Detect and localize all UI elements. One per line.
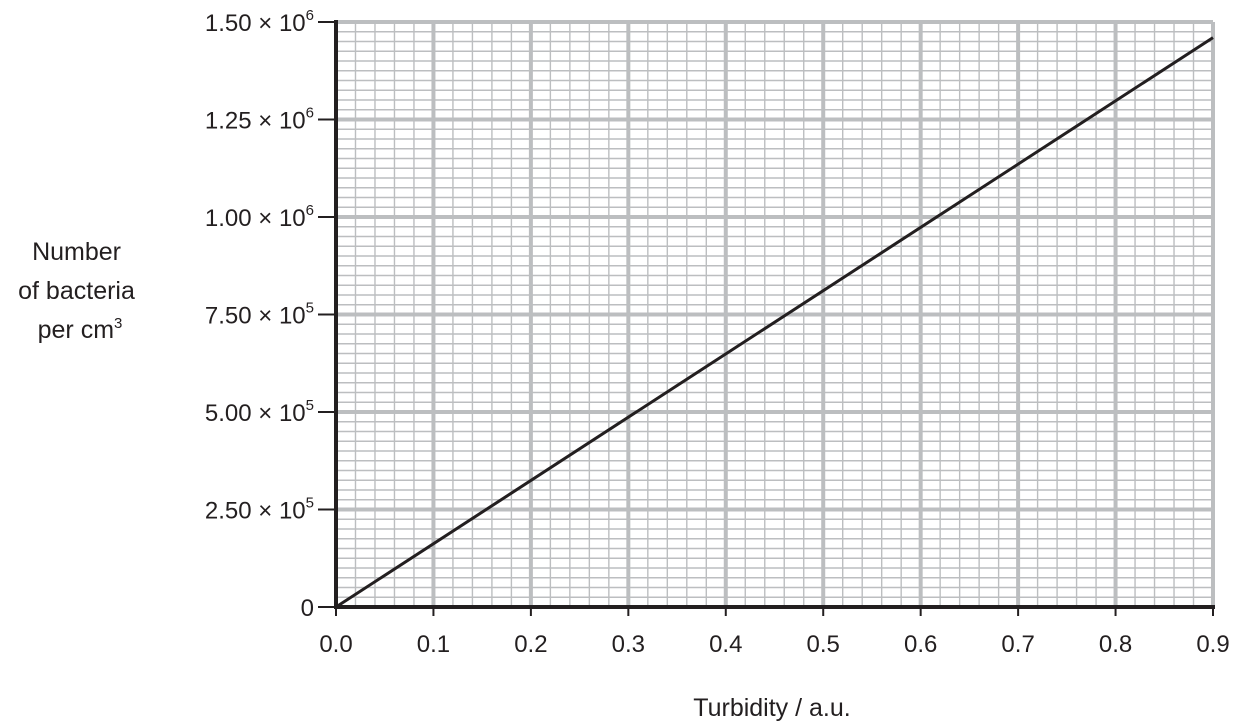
y-tick-label: 1.25 × 106 xyxy=(205,105,314,135)
x-tick-label: 0.2 xyxy=(514,631,547,658)
tick-labels: 0.0 0.1 0.2 0.3 0.4 0.5 0.6 0.7 0.8 0.9 0 2.50 × 10… xyxy=(205,7,1230,658)
y-tick-label: 0 xyxy=(301,595,314,622)
grid xyxy=(336,20,1215,607)
y-axis-label-line-1: Number xyxy=(32,238,121,266)
y-axis-label-line-3: per cm3 xyxy=(38,315,123,344)
x-tick-label: 0.7 xyxy=(1001,631,1034,658)
series xyxy=(335,36,1214,609)
x-tick-label: 0.8 xyxy=(1099,631,1132,658)
x-tick-label: 0.9 xyxy=(1196,631,1229,658)
x-axis-label: Turbidity / a.u. xyxy=(693,694,850,722)
y-tick-label: 2.50 × 105 xyxy=(205,495,314,525)
y-tick-label: 1.00 × 106 xyxy=(205,202,314,232)
series-line xyxy=(335,36,1214,609)
y-tick-label: 7.50 × 105 xyxy=(205,300,314,330)
y-tick-label: 5.00 × 105 xyxy=(205,397,314,427)
x-tick-label: 0.1 xyxy=(417,631,450,658)
x-tick-label: 0.0 xyxy=(319,631,352,658)
x-tick-label: 0.6 xyxy=(904,631,937,658)
y-axis-label: Number of bacteria per cm3 xyxy=(18,238,142,344)
x-tick-label: 0.3 xyxy=(612,631,645,658)
axes xyxy=(318,20,1215,616)
x-tick-label: 0.4 xyxy=(709,631,742,658)
y-tick-label: 1.50 × 106 xyxy=(205,7,314,37)
y-axis-label-line-2: of bacteria xyxy=(18,277,135,305)
x-tick-label: 0.5 xyxy=(807,631,840,658)
